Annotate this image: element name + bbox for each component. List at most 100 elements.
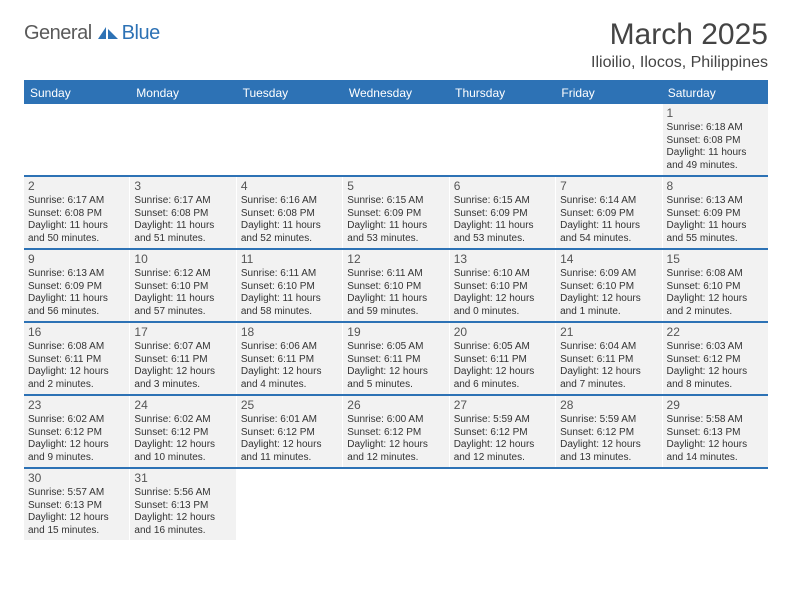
- day-cell: 2Sunrise: 6:17 AMSunset: 6:08 PMDaylight…: [24, 177, 130, 248]
- day-number: 24: [134, 398, 231, 413]
- daylight-line: Daylight: 12 hours and 9 minutes.: [28, 439, 125, 464]
- day-cell: 18Sunrise: 6:06 AMSunset: 6:11 PMDayligh…: [237, 323, 343, 394]
- daylight-line: Daylight: 11 hours and 59 minutes.: [347, 293, 444, 318]
- day-number: 12: [347, 252, 444, 267]
- daylight-line: Daylight: 12 hours and 4 minutes.: [241, 366, 338, 391]
- daylight-line: Daylight: 12 hours and 12 minutes.: [454, 439, 551, 464]
- day-cell: 10Sunrise: 6:12 AMSunset: 6:10 PMDayligh…: [130, 250, 236, 321]
- day-cell: 25Sunrise: 6:01 AMSunset: 6:12 PMDayligh…: [237, 396, 343, 467]
- daylight-line: Daylight: 12 hours and 10 minutes.: [134, 439, 231, 464]
- week-row: 23Sunrise: 6:02 AMSunset: 6:12 PMDayligh…: [24, 396, 768, 469]
- day-cell: [450, 104, 556, 175]
- sunset-line: Sunset: 6:10 PM: [134, 281, 231, 294]
- sunrise-line: Sunrise: 5:59 AM: [454, 414, 551, 427]
- weekday-saturday: Saturday: [662, 82, 768, 104]
- sunset-line: Sunset: 6:11 PM: [454, 354, 551, 367]
- daylight-line: Daylight: 11 hours and 54 minutes.: [560, 220, 657, 245]
- daylight-line: Daylight: 12 hours and 3 minutes.: [134, 366, 231, 391]
- day-cell: 11Sunrise: 6:11 AMSunset: 6:10 PMDayligh…: [237, 250, 343, 321]
- daylight-line: Daylight: 12 hours and 2 minutes.: [28, 366, 125, 391]
- brand-text-1: General: [24, 22, 92, 45]
- sunrise-line: Sunrise: 5:57 AM: [28, 487, 125, 500]
- weekday-wednesday: Wednesday: [343, 82, 449, 104]
- sunset-line: Sunset: 6:12 PM: [347, 427, 444, 440]
- day-cell: 15Sunrise: 6:08 AMSunset: 6:10 PMDayligh…: [663, 250, 768, 321]
- day-number: 15: [667, 252, 764, 267]
- sunrise-line: Sunrise: 6:09 AM: [560, 268, 657, 281]
- day-number: 31: [134, 471, 231, 486]
- weeks-container: 1Sunrise: 6:18 AMSunset: 6:08 PMDaylight…: [24, 104, 768, 540]
- day-cell: [130, 104, 236, 175]
- day-cell: 21Sunrise: 6:04 AMSunset: 6:11 PMDayligh…: [556, 323, 662, 394]
- sunrise-line: Sunrise: 6:15 AM: [347, 195, 444, 208]
- sunset-line: Sunset: 6:13 PM: [134, 500, 231, 513]
- sunset-line: Sunset: 6:10 PM: [667, 281, 764, 294]
- day-cell: 27Sunrise: 5:59 AMSunset: 6:12 PMDayligh…: [450, 396, 556, 467]
- sunrise-line: Sunrise: 6:07 AM: [134, 341, 231, 354]
- daylight-line: Daylight: 11 hours and 51 minutes.: [134, 220, 231, 245]
- day-number: 6: [454, 179, 551, 194]
- day-cell: 8Sunrise: 6:13 AMSunset: 6:09 PMDaylight…: [663, 177, 768, 248]
- daylight-line: Daylight: 12 hours and 5 minutes.: [347, 366, 444, 391]
- daylight-line: Daylight: 12 hours and 8 minutes.: [667, 366, 764, 391]
- day-cell: 4Sunrise: 6:16 AMSunset: 6:08 PMDaylight…: [237, 177, 343, 248]
- sunrise-line: Sunrise: 6:15 AM: [454, 195, 551, 208]
- daylight-line: Daylight: 12 hours and 7 minutes.: [560, 366, 657, 391]
- day-number: 10: [134, 252, 231, 267]
- sunrise-line: Sunrise: 6:08 AM: [28, 341, 125, 354]
- day-cell: [343, 104, 449, 175]
- daylight-line: Daylight: 12 hours and 12 minutes.: [347, 439, 444, 464]
- week-row: 9Sunrise: 6:13 AMSunset: 6:09 PM Daylight…: [24, 250, 768, 323]
- sunset-line: Sunset: 6:12 PM: [241, 427, 338, 440]
- day-cell: [343, 469, 449, 540]
- day-cell: 31Sunrise: 5:56 AMSunset: 6:13 PMDayligh…: [130, 469, 236, 540]
- sunrise-line: Sunrise: 5:56 AM: [134, 487, 231, 500]
- sunset-line: Sunset: 6:10 PM: [560, 281, 657, 294]
- day-number: 28: [560, 398, 657, 413]
- day-cell: 16Sunrise: 6:08 AMSunset: 6:11 PMDayligh…: [24, 323, 130, 394]
- day-cell: 22Sunrise: 6:03 AMSunset: 6:12 PMDayligh…: [663, 323, 768, 394]
- day-number: 19: [347, 325, 444, 340]
- sunrise-line: Sunrise: 5:59 AM: [560, 414, 657, 427]
- sunrise-line: Sunrise: 6:17 AM: [28, 195, 125, 208]
- sunrise-line: Sunrise: 6:14 AM: [560, 195, 657, 208]
- day-number: 9: [28, 252, 125, 267]
- day-cell: [450, 469, 556, 540]
- day-cell: [556, 469, 662, 540]
- day-number: 30: [28, 471, 125, 486]
- day-number: 27: [454, 398, 551, 413]
- weekday-friday: Friday: [555, 82, 661, 104]
- day-number: 29: [667, 398, 764, 413]
- sail-icon: [96, 25, 120, 43]
- sunset-line: Sunset: 6:11 PM: [560, 354, 657, 367]
- daylight-line: Daylight: 11 hours and 53 minutes.: [454, 220, 551, 245]
- day-number: 14: [560, 252, 657, 267]
- sunrise-line: Sunrise: 6:05 AM: [454, 341, 551, 354]
- sunrise-line: Sunrise: 6:11 AM: [347, 268, 444, 281]
- sunset-line: Sunset: 6:12 PM: [560, 427, 657, 440]
- sunrise-line: Sunrise: 5:58 AM: [667, 414, 764, 427]
- weekday-thursday: Thursday: [449, 82, 555, 104]
- day-number: 16: [28, 325, 125, 340]
- day-number: 4: [241, 179, 338, 194]
- sunrise-line: Sunrise: 6:13 AM: [28, 268, 125, 281]
- sunrise-line: Sunrise: 6:12 AM: [134, 268, 231, 281]
- sunset-line: Sunset: 6:08 PM: [241, 208, 338, 221]
- daylight-line: Daylight: 11 hours and 52 minutes.: [241, 220, 338, 245]
- page: General Blue March 2025 Ilioilio, Ilocos…: [0, 0, 792, 550]
- daylight-line: Daylight: 12 hours and 1 minute.: [560, 293, 657, 318]
- sunrise-line: Sunrise: 6:03 AM: [667, 341, 764, 354]
- day-cell: 1Sunrise: 6:18 AMSunset: 6:08 PMDaylight…: [663, 104, 768, 175]
- sunset-line: Sunset: 6:08 PM: [667, 135, 764, 148]
- day-cell: 28Sunrise: 5:59 AMSunset: 6:12 PMDayligh…: [556, 396, 662, 467]
- sunset-line: Sunset: 6:09 PM: [28, 281, 125, 294]
- day-number: 22: [667, 325, 764, 340]
- daylight-line: Daylight: 12 hours and 11 minutes.: [241, 439, 338, 464]
- sunrise-line: Sunrise: 6:13 AM: [667, 195, 764, 208]
- weekday-monday: Monday: [130, 82, 236, 104]
- day-cell: 6Sunrise: 6:15 AMSunset: 6:09 PMDaylight…: [450, 177, 556, 248]
- header: General Blue March 2025 Ilioilio, Ilocos…: [24, 18, 768, 72]
- day-cell: [237, 104, 343, 175]
- sunrise-line: Sunrise: 6:18 AM: [667, 122, 764, 135]
- sunset-line: Sunset: 6:10 PM: [241, 281, 338, 294]
